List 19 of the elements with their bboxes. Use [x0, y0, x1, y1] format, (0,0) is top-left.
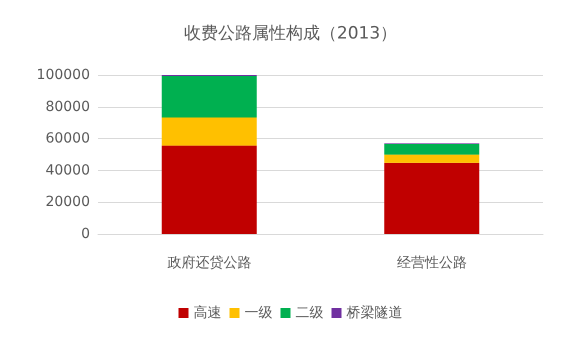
- x-tick-label: 经营性公路: [396, 255, 467, 271]
- y-tick-label: 0: [81, 226, 90, 242]
- legend-label: 桥梁隧道: [346, 305, 402, 321]
- y-tick-label: 80000: [45, 98, 90, 115]
- bar: [384, 154, 480, 163]
- y-tick-label: 60000: [45, 130, 90, 147]
- y-tick-label: 100000: [36, 67, 90, 83]
- y-tick-label: 40000: [45, 162, 90, 178]
- bar: [162, 76, 257, 118]
- legend-label: 高速: [194, 305, 222, 321]
- y-tick-label: 20000: [45, 194, 90, 210]
- bar: [162, 117, 257, 146]
- bar: [384, 162, 480, 234]
- chart-title: 收费公路属性构成（2013）: [184, 24, 398, 44]
- legend-label: 一级: [244, 305, 272, 321]
- x-tick-label: 政府还贷公路: [167, 255, 252, 271]
- bar: [162, 146, 257, 234]
- bar: [384, 144, 480, 155]
- legend-label: 二级: [296, 305, 324, 321]
